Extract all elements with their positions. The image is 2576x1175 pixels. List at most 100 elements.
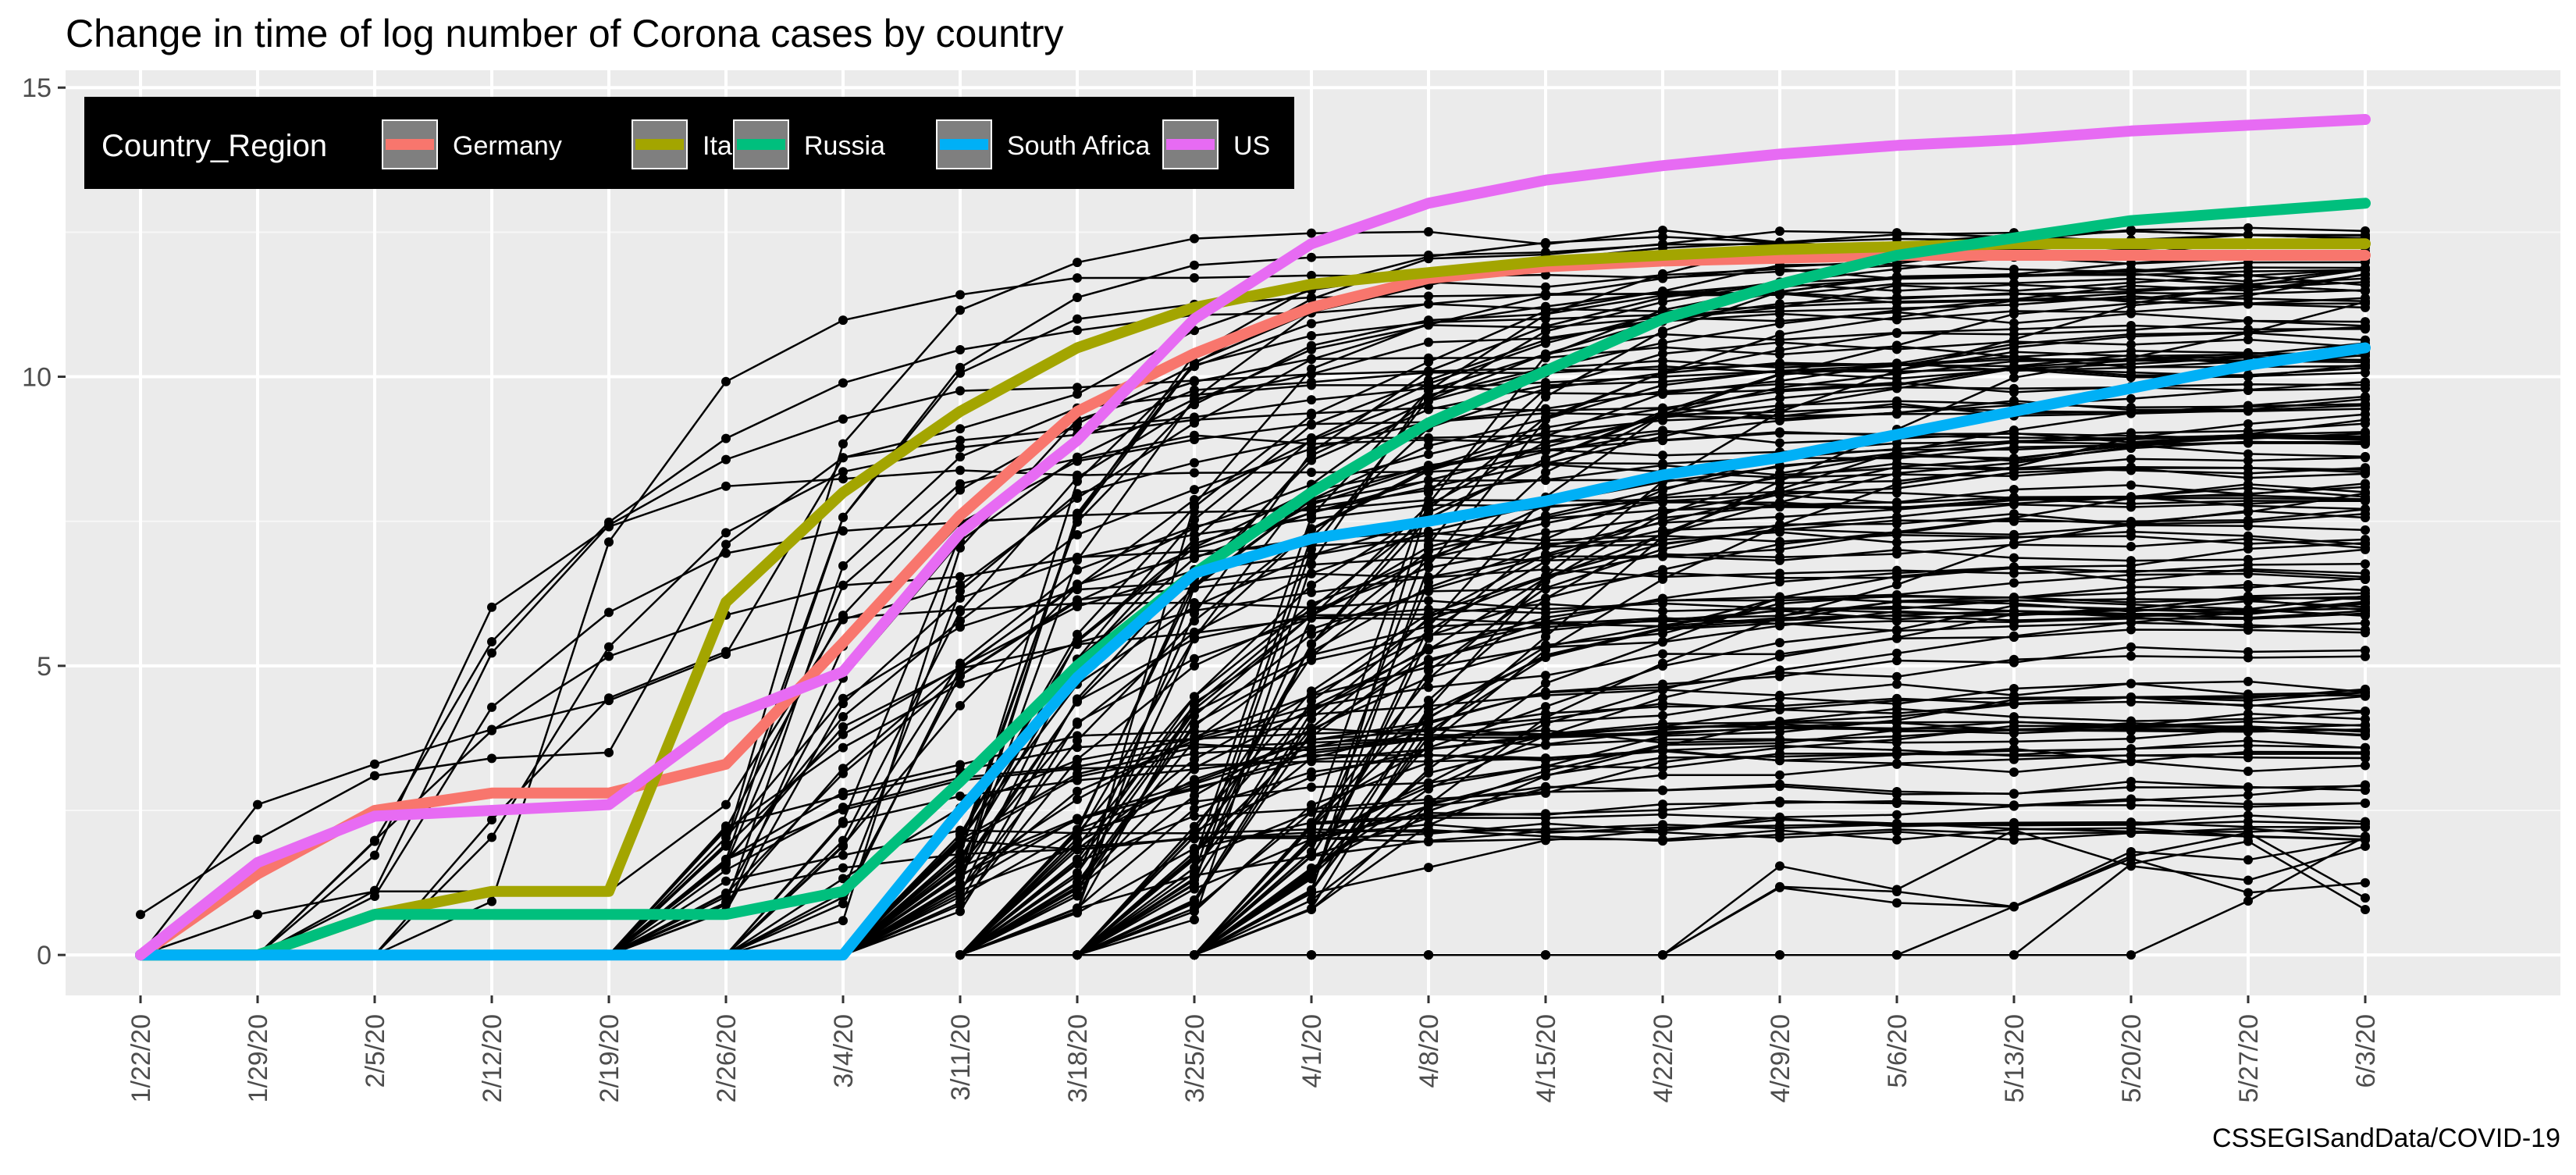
country-point [1541, 349, 1550, 359]
country-point [1541, 289, 1550, 299]
country-point [1190, 543, 1199, 553]
country-line [842, 827, 2366, 956]
country-point [955, 678, 965, 689]
country-point [2009, 721, 2019, 731]
country-point [1658, 518, 1667, 528]
country-point [1775, 369, 1784, 379]
country-point [2009, 801, 2019, 811]
country-point [2243, 351, 2253, 361]
country-point [1190, 534, 1199, 544]
country-point [955, 700, 965, 710]
country-point [1541, 725, 1550, 735]
country-point [2009, 334, 2019, 344]
country-point [1073, 833, 1082, 843]
country-point [838, 768, 848, 778]
country-point [2009, 767, 2019, 778]
country-point [1307, 599, 1316, 609]
country-point [2009, 495, 2019, 505]
country-point [2126, 502, 2136, 512]
country-point [370, 892, 379, 902]
x-tick-label: 1/22/20 [126, 1014, 156, 1102]
country-point [2243, 594, 2253, 604]
country-point [1073, 762, 1082, 772]
country-point [1190, 415, 1199, 425]
country-point [2243, 507, 2253, 518]
legend-label: US [1233, 131, 1270, 161]
country-point [1424, 395, 1433, 405]
country-point [487, 814, 496, 824]
country-point [1541, 688, 1550, 698]
x-tick-label: 4/8/20 [1414, 1014, 1444, 1088]
country-point [1541, 950, 1550, 960]
country-point [253, 910, 262, 920]
country-point [2126, 542, 2136, 552]
country-point [2243, 404, 2253, 415]
country-point [2243, 717, 2253, 727]
country-point [1190, 710, 1199, 721]
country-point [1424, 357, 1433, 367]
country-point [1775, 770, 1784, 780]
country-point [955, 607, 965, 617]
country-line [1076, 467, 2366, 956]
country-point [2361, 618, 2370, 628]
country-point [2361, 592, 2370, 602]
country-point [1541, 761, 1550, 771]
country-point [1658, 637, 1667, 647]
country-line [842, 680, 2366, 956]
country-point [2361, 785, 2370, 796]
country-point [2361, 355, 2370, 365]
country-point [1307, 455, 1316, 465]
country-point [838, 863, 848, 873]
country-point [1307, 354, 1316, 364]
country-point [1541, 713, 1550, 723]
country-point [2009, 902, 2019, 912]
country-point [2243, 230, 2253, 240]
country-point [2243, 790, 2253, 800]
country-point [1541, 301, 1550, 312]
x-tick-label: 2/19/20 [595, 1014, 624, 1102]
country-point [1424, 596, 1433, 606]
country-point [2126, 597, 2136, 607]
country-point [1892, 307, 1902, 317]
country-point [1073, 786, 1082, 796]
country-point [2243, 582, 2253, 593]
country-point [487, 648, 496, 658]
country-point [1775, 618, 1784, 628]
country-point [1892, 527, 1902, 537]
country-point [1892, 448, 1902, 458]
country-point [1658, 658, 1667, 668]
country-point [2243, 223, 2253, 233]
country-point [2126, 329, 2136, 340]
country-point [1541, 593, 1550, 604]
country-point [1892, 679, 1902, 689]
country-point [1424, 404, 1433, 415]
country-point [838, 611, 848, 621]
country-point [955, 443, 965, 453]
country-point [2126, 950, 2136, 960]
country-point [1424, 778, 1433, 788]
country-point [2361, 721, 2370, 731]
country-line [140, 352, 2365, 956]
country-point [1541, 632, 1550, 642]
country-point [1775, 638, 1784, 648]
country-point [955, 305, 965, 315]
country-point [1658, 532, 1667, 542]
country-point [1892, 886, 1902, 896]
country-point [1775, 522, 1784, 532]
country-point [1307, 735, 1316, 745]
country-line [842, 226, 2366, 956]
country-point [955, 662, 965, 672]
country-point [2009, 825, 2019, 835]
country-point [1541, 671, 1550, 681]
country-point [838, 414, 848, 424]
legend-title: Country_Region [101, 129, 327, 163]
country-point [2243, 426, 2253, 436]
country-point [2243, 517, 2253, 527]
country-point [2243, 463, 2253, 473]
legend-item: Russia [733, 119, 885, 169]
country-point [1892, 511, 1902, 522]
country-point [1307, 655, 1316, 665]
country-line [842, 464, 2366, 956]
country-point [1775, 552, 1784, 562]
country-point [2243, 836, 2253, 846]
